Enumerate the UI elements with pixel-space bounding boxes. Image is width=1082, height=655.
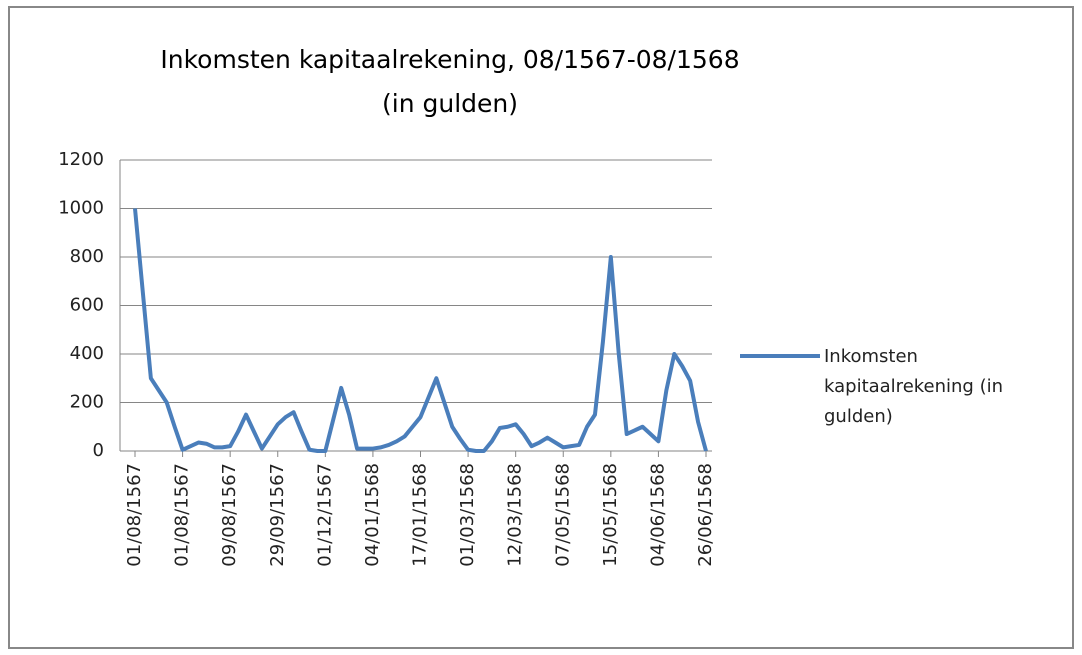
x-tick-label: 01/08/1567 bbox=[172, 463, 193, 567]
x-tick-label: 17/01/1568 bbox=[410, 463, 431, 567]
x-tick-label: 04/01/1568 bbox=[362, 463, 383, 567]
line-series bbox=[133, 208, 708, 453]
x-tick-label: 12/03/1568 bbox=[505, 463, 526, 567]
x-tick-label: 15/05/1568 bbox=[600, 463, 621, 567]
x-tick-label: 01/12/1567 bbox=[314, 463, 335, 567]
x-tick-label: 09/08/1567 bbox=[219, 463, 240, 567]
x-tick-label: 04/06/1568 bbox=[647, 463, 668, 567]
chart-frame bbox=[8, 6, 1074, 649]
legend-label: Inkomsten kapitaalrekening (in gulden) bbox=[824, 346, 1004, 427]
y-tick-label: 1000 bbox=[58, 198, 104, 219]
y-tick-label: 0 bbox=[93, 440, 104, 461]
x-tick-label: 26/06/1568 bbox=[695, 463, 716, 567]
x-tick-label: 29/09/1567 bbox=[267, 463, 288, 567]
y-tick-label: 1200 bbox=[58, 149, 104, 170]
y-tick-label: 600 bbox=[70, 295, 104, 316]
y-tick-label: 400 bbox=[70, 343, 104, 364]
y-tick-label: 200 bbox=[70, 392, 104, 413]
x-tick-label: 01/08/1567 bbox=[124, 463, 145, 567]
chart-title: Inkomsten kapitaalrekening, 08/1567-08/1… bbox=[160, 45, 740, 118]
x-tick-label: 01/03/1568 bbox=[457, 463, 478, 567]
y-tick-label: 800 bbox=[70, 246, 104, 267]
x-tick-label: 07/05/1568 bbox=[552, 463, 573, 567]
